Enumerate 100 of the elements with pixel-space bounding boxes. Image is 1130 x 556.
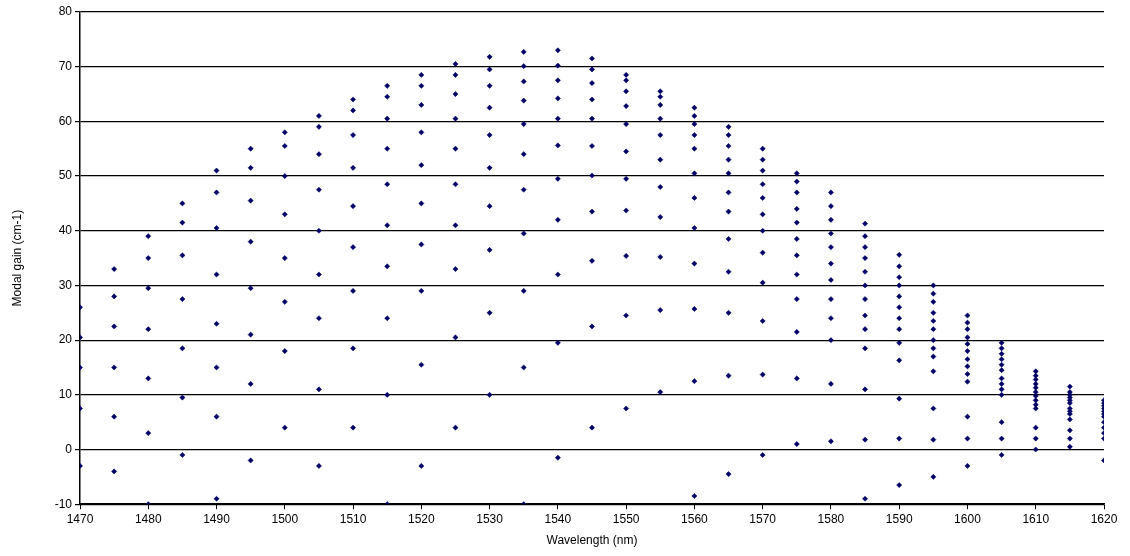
point (520, 230, 527, 237)
point (247, 197, 254, 204)
point (452, 91, 459, 97)
x-tick-label: 1500 (271, 511, 299, 526)
point (213, 413, 220, 420)
point (828, 230, 834, 237)
point (998, 435, 1005, 442)
point (555, 175, 561, 182)
point (213, 271, 220, 278)
point (520, 186, 527, 193)
point (828, 216, 834, 223)
point (1067, 427, 1073, 434)
point (759, 195, 766, 201)
point (862, 345, 868, 352)
point (213, 189, 220, 196)
point (896, 282, 903, 289)
y-tick-label: 40 (58, 223, 73, 238)
point (555, 340, 561, 346)
point (418, 200, 425, 207)
point (384, 263, 391, 270)
point (213, 495, 220, 502)
point (520, 121, 527, 127)
point (384, 391, 391, 398)
point (930, 309, 937, 316)
point (486, 66, 493, 73)
point (145, 285, 152, 292)
point (589, 208, 595, 215)
point (759, 156, 766, 163)
point (1067, 435, 1073, 442)
point (316, 463, 322, 469)
point (486, 104, 493, 111)
point (964, 378, 971, 385)
point (759, 371, 766, 378)
point (520, 63, 527, 69)
point (998, 375, 1005, 382)
point (725, 143, 732, 149)
point (384, 93, 391, 100)
point (145, 255, 152, 261)
point (623, 121, 629, 127)
point (418, 288, 425, 294)
point (350, 288, 356, 294)
point (964, 363, 971, 370)
x-tick-label: 1540 (544, 511, 572, 526)
point (998, 419, 1005, 426)
point (111, 323, 117, 330)
point (555, 271, 561, 278)
point (725, 208, 732, 215)
point (691, 170, 698, 177)
point (520, 364, 527, 371)
point (316, 151, 322, 158)
point (862, 282, 868, 289)
point (350, 424, 356, 431)
point (691, 145, 698, 152)
point (862, 268, 868, 275)
point (179, 252, 186, 259)
point (350, 132, 356, 138)
point (281, 129, 288, 136)
point (281, 255, 288, 261)
point (179, 200, 186, 207)
point (896, 357, 903, 364)
point (179, 394, 186, 401)
point (930, 326, 937, 333)
point (896, 482, 903, 488)
point (896, 326, 903, 333)
point (281, 424, 288, 431)
point (1032, 446, 1039, 453)
y-tick-label: 20 (58, 332, 73, 347)
y-tick-label: 60 (58, 113, 73, 128)
point (486, 309, 493, 316)
point (213, 225, 220, 231)
point (247, 381, 254, 387)
point (657, 115, 664, 122)
point (179, 296, 186, 302)
point (520, 97, 527, 104)
point (691, 132, 698, 138)
point (964, 341, 971, 347)
point (828, 203, 834, 209)
x-tick-label: 1600 (954, 511, 982, 526)
point (725, 132, 732, 138)
x-tick-label: 1470 (66, 511, 94, 526)
point (418, 162, 425, 168)
point (998, 340, 1005, 346)
point (657, 102, 664, 108)
point (384, 315, 391, 322)
point (111, 293, 117, 300)
point (998, 350, 1005, 357)
point (555, 142, 561, 149)
point (725, 236, 732, 242)
point (998, 345, 1005, 352)
point (998, 356, 1005, 363)
point (793, 236, 800, 242)
point (384, 145, 391, 152)
point (350, 165, 356, 171)
point (555, 47, 561, 54)
point (555, 454, 561, 461)
point (247, 238, 254, 245)
y-tick-label: 0 (65, 441, 73, 456)
point (691, 195, 698, 201)
point (1067, 416, 1073, 423)
point (1032, 368, 1039, 375)
